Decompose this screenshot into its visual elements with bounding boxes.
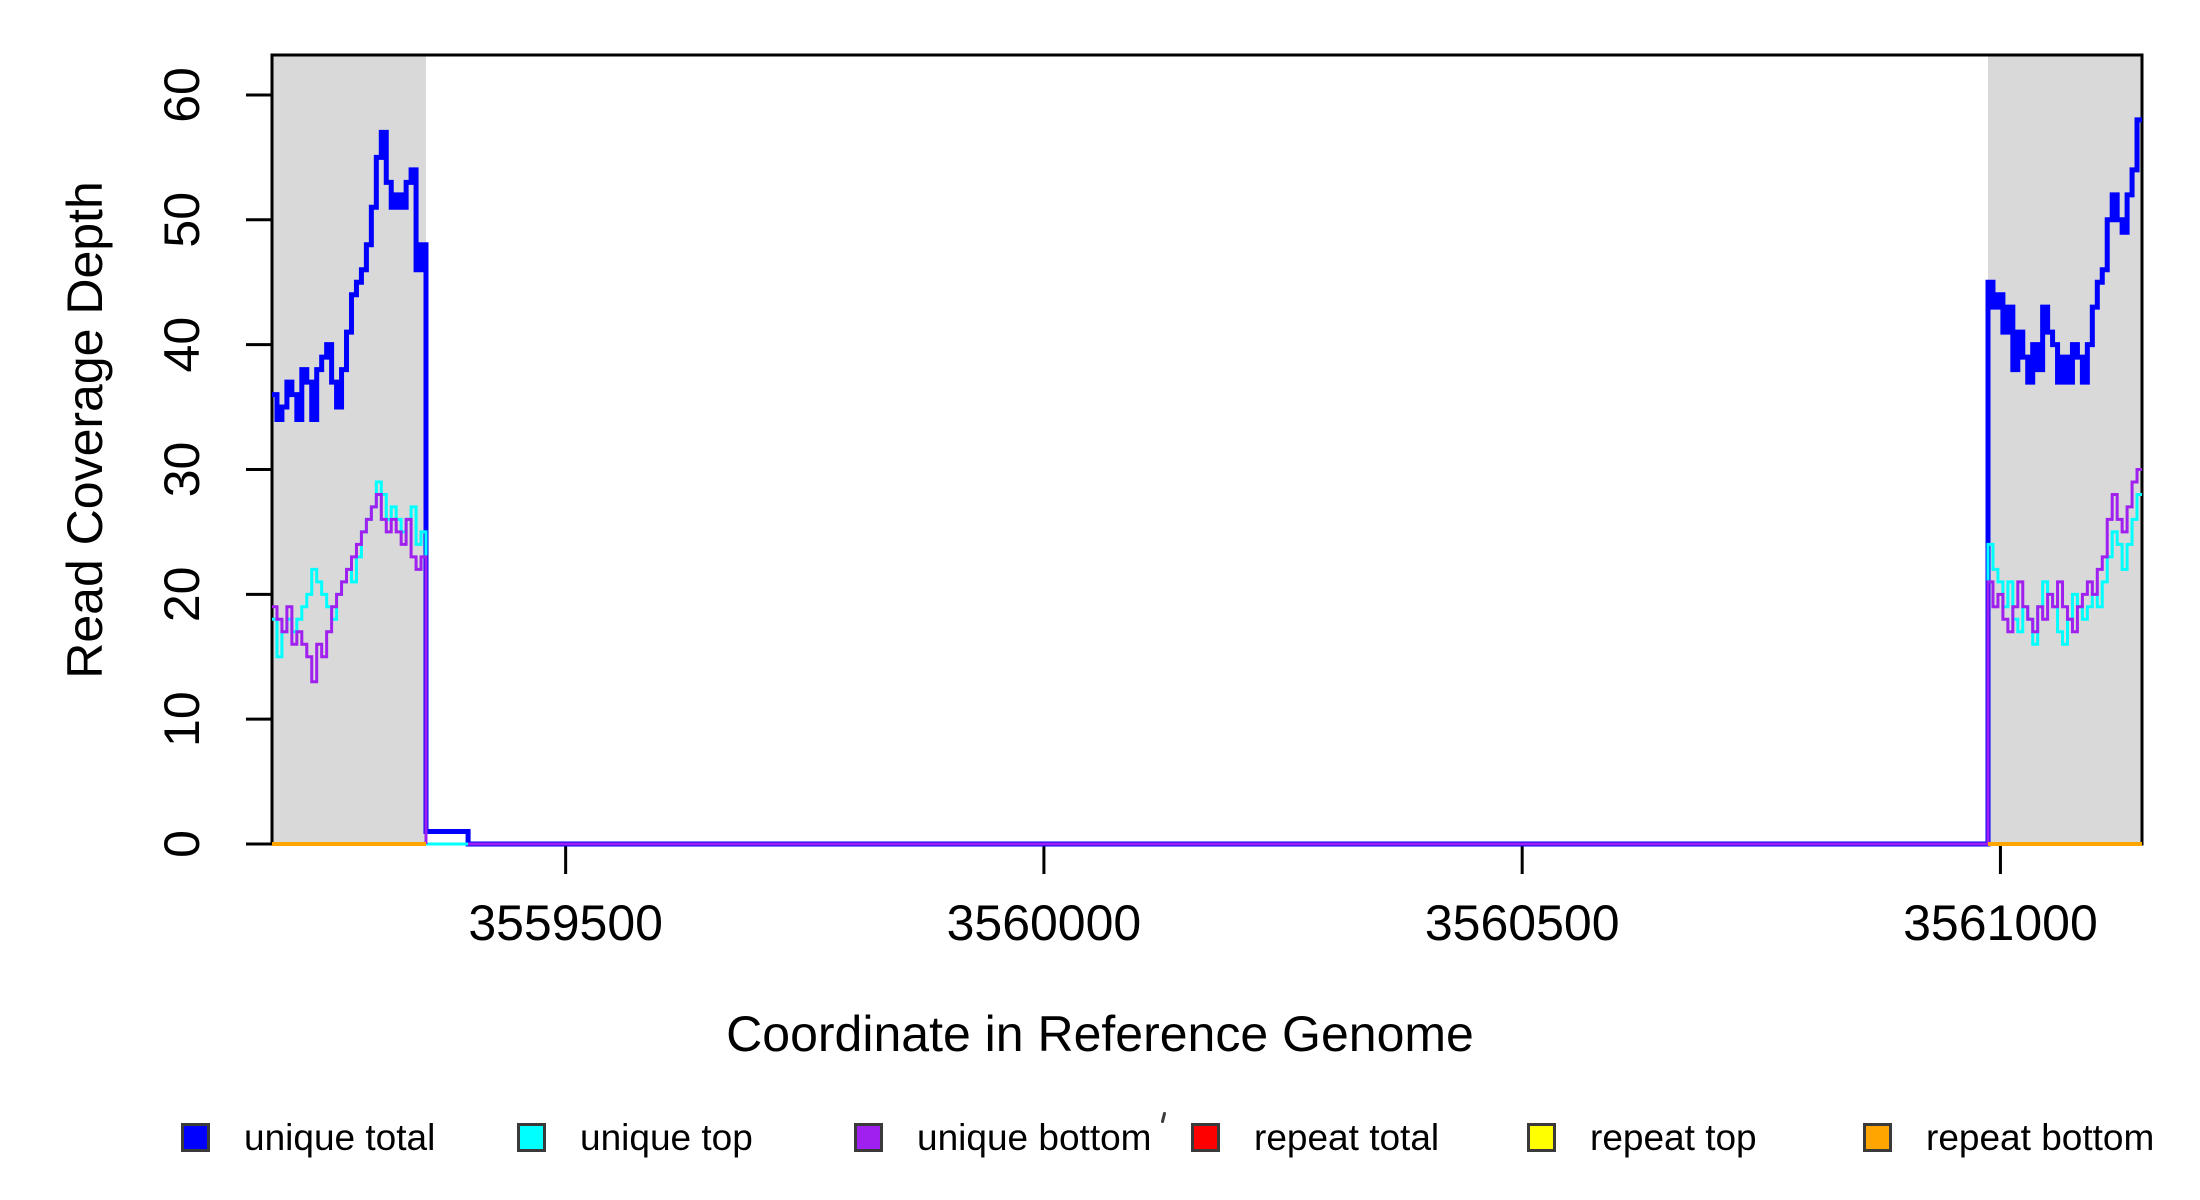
x-axis-title: Coordinate in Reference Genome [726, 1006, 1474, 1062]
y-tick-label: 60 [154, 67, 210, 123]
y-tick-label: 10 [154, 691, 210, 747]
y-tick-label: 50 [154, 192, 210, 248]
x-tick-label: 3559500 [468, 895, 663, 951]
series-unique-total [272, 117, 2142, 847]
series-unique-bottom [468, 467, 2142, 846]
x-tick-label: 3560500 [1425, 895, 1620, 951]
y-axis-title: Read Coverage Depth [57, 181, 113, 679]
y-tick-label: 30 [154, 442, 210, 498]
y-tick-label: 0 [154, 830, 210, 858]
y-tick-label: 40 [154, 317, 210, 373]
plot-box [270, 53, 2144, 846]
series-unique-top [272, 480, 2142, 846]
series-unique-bottom [272, 492, 428, 844]
x-tick-label: 3560000 [947, 895, 1142, 951]
shaded-repeat-region [272, 55, 426, 844]
shaded-repeat-region [1988, 55, 2142, 844]
y-tick-label: 20 [154, 567, 210, 623]
x-tick-label: 3561000 [1903, 895, 2098, 951]
